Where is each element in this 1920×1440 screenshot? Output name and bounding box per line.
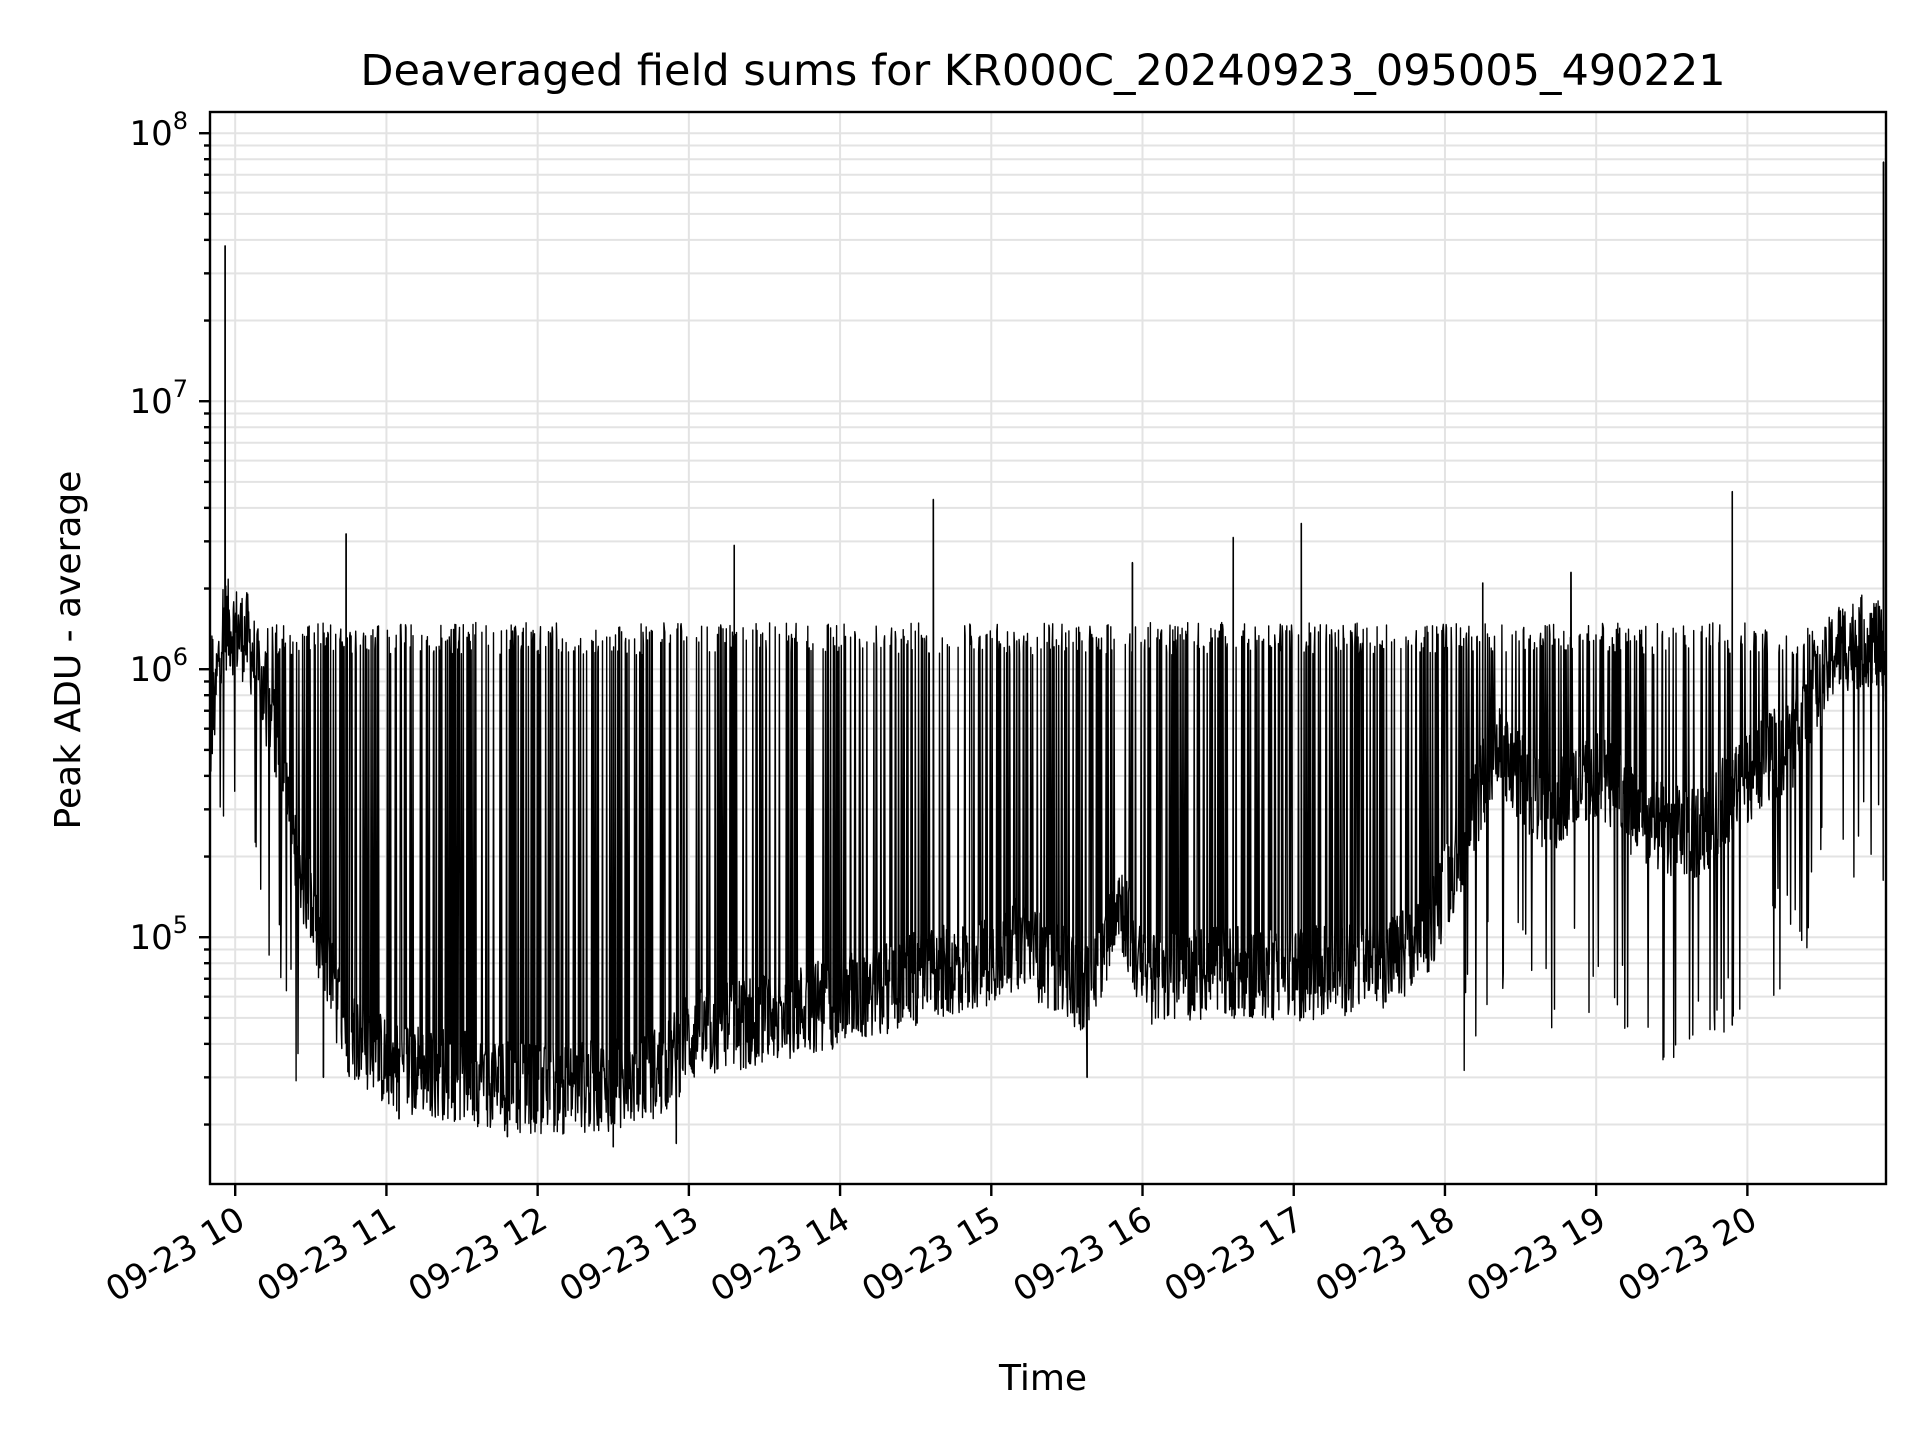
y-tick-exponent: 8 (173, 107, 188, 135)
x-tick-label: 09-23 10 (99, 1199, 251, 1310)
y-tick-label: 108 (129, 107, 188, 154)
x-tick-label: 09-23 12 (402, 1199, 554, 1310)
x-tick-label: 09-23 19 (1460, 1199, 1612, 1310)
x-tick-label: 09-23 15 (855, 1199, 1007, 1310)
x-tick-label: 09-23 13 (553, 1199, 705, 1310)
x-tick-label: 09-23 11 (251, 1199, 403, 1310)
x-tick-label: 09-23 20 (1611, 1199, 1763, 1310)
y-axis-label: Peak ADU - average (48, 471, 89, 830)
x-tick-label: 09-23 14 (704, 1199, 856, 1310)
chart-title: Deaveraged field sums for KR000C_2024092… (360, 46, 1725, 96)
x-axis-label: Time (998, 1358, 1087, 1399)
plot-frame (208, 110, 1888, 1186)
y-tick-exponent: 7 (173, 375, 188, 403)
series-line (209, 161, 1887, 1148)
y-tick-exponent: 5 (173, 911, 188, 939)
y-tick-base: 10 (129, 114, 172, 154)
x-tick-label: 09-23 18 (1309, 1199, 1461, 1310)
y-tick-label: 106 (129, 643, 188, 690)
y-tick-exponent: 6 (173, 643, 188, 671)
x-tick-label: 09-23 17 (1158, 1199, 1310, 1310)
x-tick-label: 09-23 16 (1007, 1199, 1159, 1310)
series-layer (209, 161, 1887, 1148)
y-tick-base: 10 (129, 918, 172, 958)
y-tick-base: 10 (129, 650, 172, 690)
y-tick-label: 105 (129, 911, 188, 958)
y-tick-base: 10 (129, 382, 172, 422)
y-tick-label: 107 (129, 375, 188, 422)
